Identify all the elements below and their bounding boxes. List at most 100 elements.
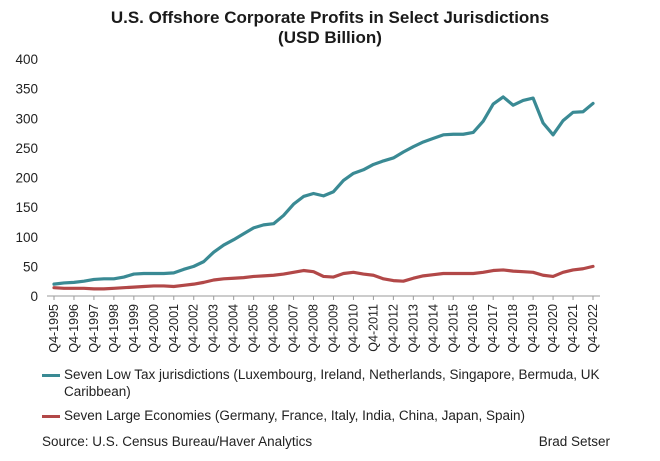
- data-point: [541, 274, 545, 277]
- data-point: [312, 270, 315, 273]
- data-point: [312, 192, 315, 195]
- data-point: [102, 287, 106, 291]
- data-point: [531, 96, 535, 100]
- y-tick-label: 150: [15, 200, 38, 215]
- data-point: [521, 270, 525, 273]
- x-tick-label: Q4-2012: [386, 304, 400, 353]
- data-point: [282, 272, 285, 276]
- x-tick-label: Q4-2019: [526, 304, 540, 353]
- legend-swatch-low-tax: [42, 374, 60, 377]
- data-point: [551, 133, 555, 137]
- data-point: [531, 271, 535, 274]
- data-point: [252, 226, 255, 230]
- data-point: [472, 272, 475, 275]
- x-tick-label: Q4-2004: [227, 304, 241, 353]
- x-tick-label: Q4-2014: [426, 304, 440, 353]
- data-point: [252, 275, 255, 278]
- data-point: [571, 268, 575, 272]
- data-point: [382, 277, 385, 281]
- data-point: [182, 284, 185, 287]
- data-point: [222, 243, 225, 247]
- data-point: [172, 271, 175, 275]
- x-tick-label: Q4-1996: [67, 304, 81, 353]
- data-point: [112, 287, 116, 290]
- data-point: [501, 95, 505, 99]
- data-point: [432, 137, 435, 140]
- chart-subtitle: (USD Billion): [278, 28, 382, 47]
- series-line-0: [52, 95, 595, 286]
- y-tick-label: 100: [15, 230, 38, 245]
- data-point: [202, 260, 205, 263]
- y-tick-label: 300: [15, 111, 38, 126]
- x-tick-label: Q4-2007: [287, 304, 301, 353]
- data-point: [322, 275, 325, 278]
- x-tick-label: Q4-2003: [207, 304, 221, 353]
- x-tick-label: Q4-2016: [466, 304, 480, 353]
- data-point: [272, 222, 275, 225]
- legend-swatch-large-economies: [42, 415, 60, 418]
- x-tick-label: Q4-2005: [247, 304, 261, 353]
- data-point: [212, 278, 215, 282]
- x-tick-label: Q4-2006: [267, 304, 281, 353]
- data-point: [402, 150, 405, 154]
- data-point: [292, 202, 295, 206]
- x-tick-label: Q4-2015: [446, 304, 460, 353]
- data-point: [422, 274, 425, 278]
- x-tick-label: Q4-2001: [167, 304, 181, 353]
- x-tick-label: Q4-2018: [506, 304, 520, 353]
- data-point: [282, 214, 285, 217]
- x-tick-label: Q4-1995: [47, 304, 61, 353]
- x-tick-label: Q4-2008: [307, 304, 321, 353]
- data-point: [432, 273, 435, 276]
- data-point: [132, 272, 136, 276]
- data-point: [242, 232, 245, 235]
- data-point: [482, 120, 485, 123]
- x-tick-label: Q4-2017: [486, 304, 500, 353]
- data-point: [581, 110, 585, 113]
- x-tick-label: Q4-1999: [127, 304, 141, 353]
- data-point: [412, 277, 415, 280]
- x-tick-label: Q4-2011: [366, 304, 380, 352]
- data-point: [551, 275, 555, 278]
- data-point: [182, 268, 185, 271]
- data-point: [342, 272, 345, 275]
- data-point: [382, 159, 385, 163]
- x-tick-label: Q4-2021: [566, 304, 580, 353]
- data-point: [82, 287, 86, 290]
- x-tick-label: Q4-2010: [346, 304, 360, 353]
- data-point: [302, 269, 305, 272]
- data-point: [452, 133, 455, 136]
- x-tick-label: Q4-2013: [406, 304, 420, 353]
- data-point: [342, 179, 345, 182]
- data-point: [272, 274, 275, 277]
- data-point: [332, 275, 335, 279]
- data-point: [262, 274, 265, 278]
- data-point: [92, 287, 96, 291]
- x-tick-label: Q4-2020: [546, 304, 560, 353]
- data-point: [472, 131, 475, 134]
- data-point: [142, 285, 146, 288]
- data-point: [102, 277, 106, 281]
- data-point: [112, 277, 116, 281]
- data-point: [302, 195, 305, 198]
- x-tick-label: Q4-2009: [326, 304, 340, 353]
- data-point: [372, 163, 375, 166]
- series-1: [52, 264, 595, 291]
- data-point: [242, 276, 245, 279]
- data-point: [142, 272, 146, 275]
- chart-title: U.S. Offshore Corporate Profits in Selec…: [110, 8, 550, 27]
- data-point: [412, 145, 415, 148]
- data-point: [442, 133, 445, 137]
- legend-label-large-economies: Seven Large Economies (Germany, France, …: [64, 408, 525, 423]
- data-point: [372, 274, 375, 277]
- source-note: Source: U.S. Census Bureau/Haver Analyti…: [42, 434, 313, 449]
- y-tick-label: 350: [15, 82, 38, 97]
- data-point: [162, 284, 165, 288]
- legend-entry-large-economies: Seven Large Economies (Germany, France, …: [42, 407, 624, 424]
- data-point: [132, 285, 136, 289]
- data-point: [152, 284, 156, 288]
- x-tick-label: Q4-1997: [87, 304, 101, 353]
- data-point: [422, 140, 425, 144]
- data-point: [491, 269, 495, 272]
